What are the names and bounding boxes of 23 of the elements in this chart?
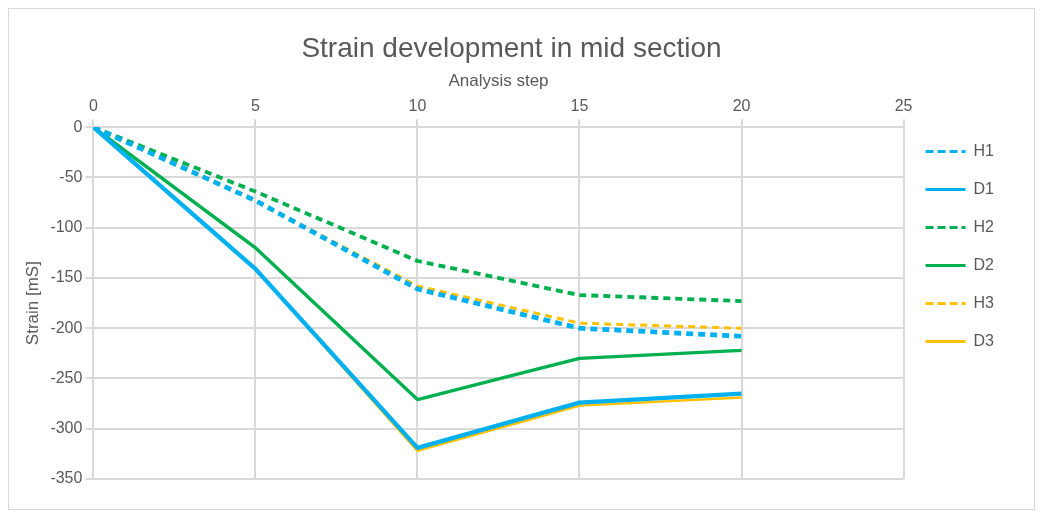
x-tick-label: 15 — [570, 97, 589, 115]
x-tick-label: 5 — [250, 97, 260, 115]
y-tick-label: -50 — [59, 167, 83, 185]
y-axis-title: Strain [mS] — [22, 261, 42, 346]
y-tick-label: -100 — [50, 218, 83, 236]
x-axis-title: Analysis step — [448, 71, 549, 91]
chart-title: Strain development in mid section — [301, 31, 722, 63]
legend-label: D1 — [973, 179, 995, 197]
y-tick-label: -350 — [50, 469, 83, 487]
y-tick-label: 0 — [73, 117, 83, 135]
x-tick-label: 10 — [408, 97, 427, 115]
legend-label: H1 — [973, 141, 995, 159]
legend-label: D2 — [973, 255, 995, 273]
x-tick-label: 0 — [88, 97, 98, 115]
y-tick-label: -200 — [50, 318, 83, 336]
y-tick-label: -150 — [50, 268, 83, 286]
legend-label: H3 — [973, 293, 995, 311]
x-tick-label: 20 — [732, 97, 751, 115]
y-tick-label: -250 — [50, 368, 83, 386]
legend-label: D3 — [973, 331, 995, 349]
legend-label: H2 — [973, 217, 995, 235]
y-tick-label: -300 — [50, 419, 83, 437]
x-tick-label: 25 — [894, 97, 913, 115]
